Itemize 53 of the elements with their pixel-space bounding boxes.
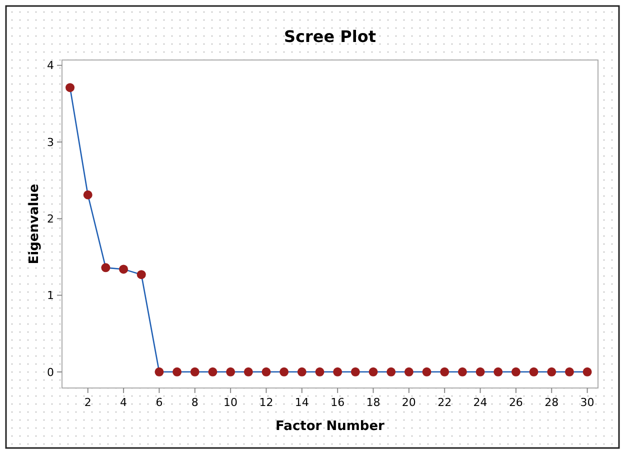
y-axis-title: Eigenvalue [27,184,42,264]
point [119,264,128,274]
point [208,367,218,376]
x-tick-label: 30 [580,396,594,409]
point [190,367,200,376]
y-tick-label: 1 [47,289,54,302]
point [172,367,182,376]
point [494,367,503,376]
point [101,263,110,272]
point [280,367,289,376]
point [154,367,164,376]
point [582,367,592,376]
point [440,367,450,376]
x-tick-label: 28 [544,396,559,409]
point [564,367,574,376]
x-tick-label: 20 [402,396,416,409]
point [226,367,236,376]
point [315,367,324,376]
x-tick-label: 10 [224,396,238,409]
x-tick-label: 24 [473,396,488,409]
point [476,367,485,376]
chart-title: Scree Plot [284,27,376,46]
y-tick-label: 0 [47,366,54,379]
point [368,367,378,376]
x-axis-title: Factor Number [276,419,386,434]
y-tick-label: 4 [47,59,54,72]
point [386,367,396,376]
point [262,367,271,376]
y-tick-label: 3 [47,136,54,149]
x-tick-label: 12 [259,396,274,409]
x-tick-label: 16 [330,396,345,409]
x-tick-label: 4 [120,396,128,409]
point [66,83,75,92]
point [333,367,342,376]
point [547,367,556,376]
x-tick-label: 26 [508,396,523,409]
y-tick-label: 2 [47,212,54,226]
x-tick-label: 2 [84,396,92,409]
point [422,367,432,376]
x-tick-label: 14 [294,396,309,409]
point [529,367,538,376]
x-tick-label: 6 [156,396,163,409]
point [297,367,306,376]
point [83,190,92,200]
x-tick-label: 8 [191,396,198,409]
x-tick-label: 22 [438,396,452,409]
point [458,367,467,376]
point [244,367,253,376]
point [404,367,414,376]
x-tick-label: 18 [366,396,380,409]
point [136,270,146,280]
point [511,367,520,376]
point [350,367,360,376]
